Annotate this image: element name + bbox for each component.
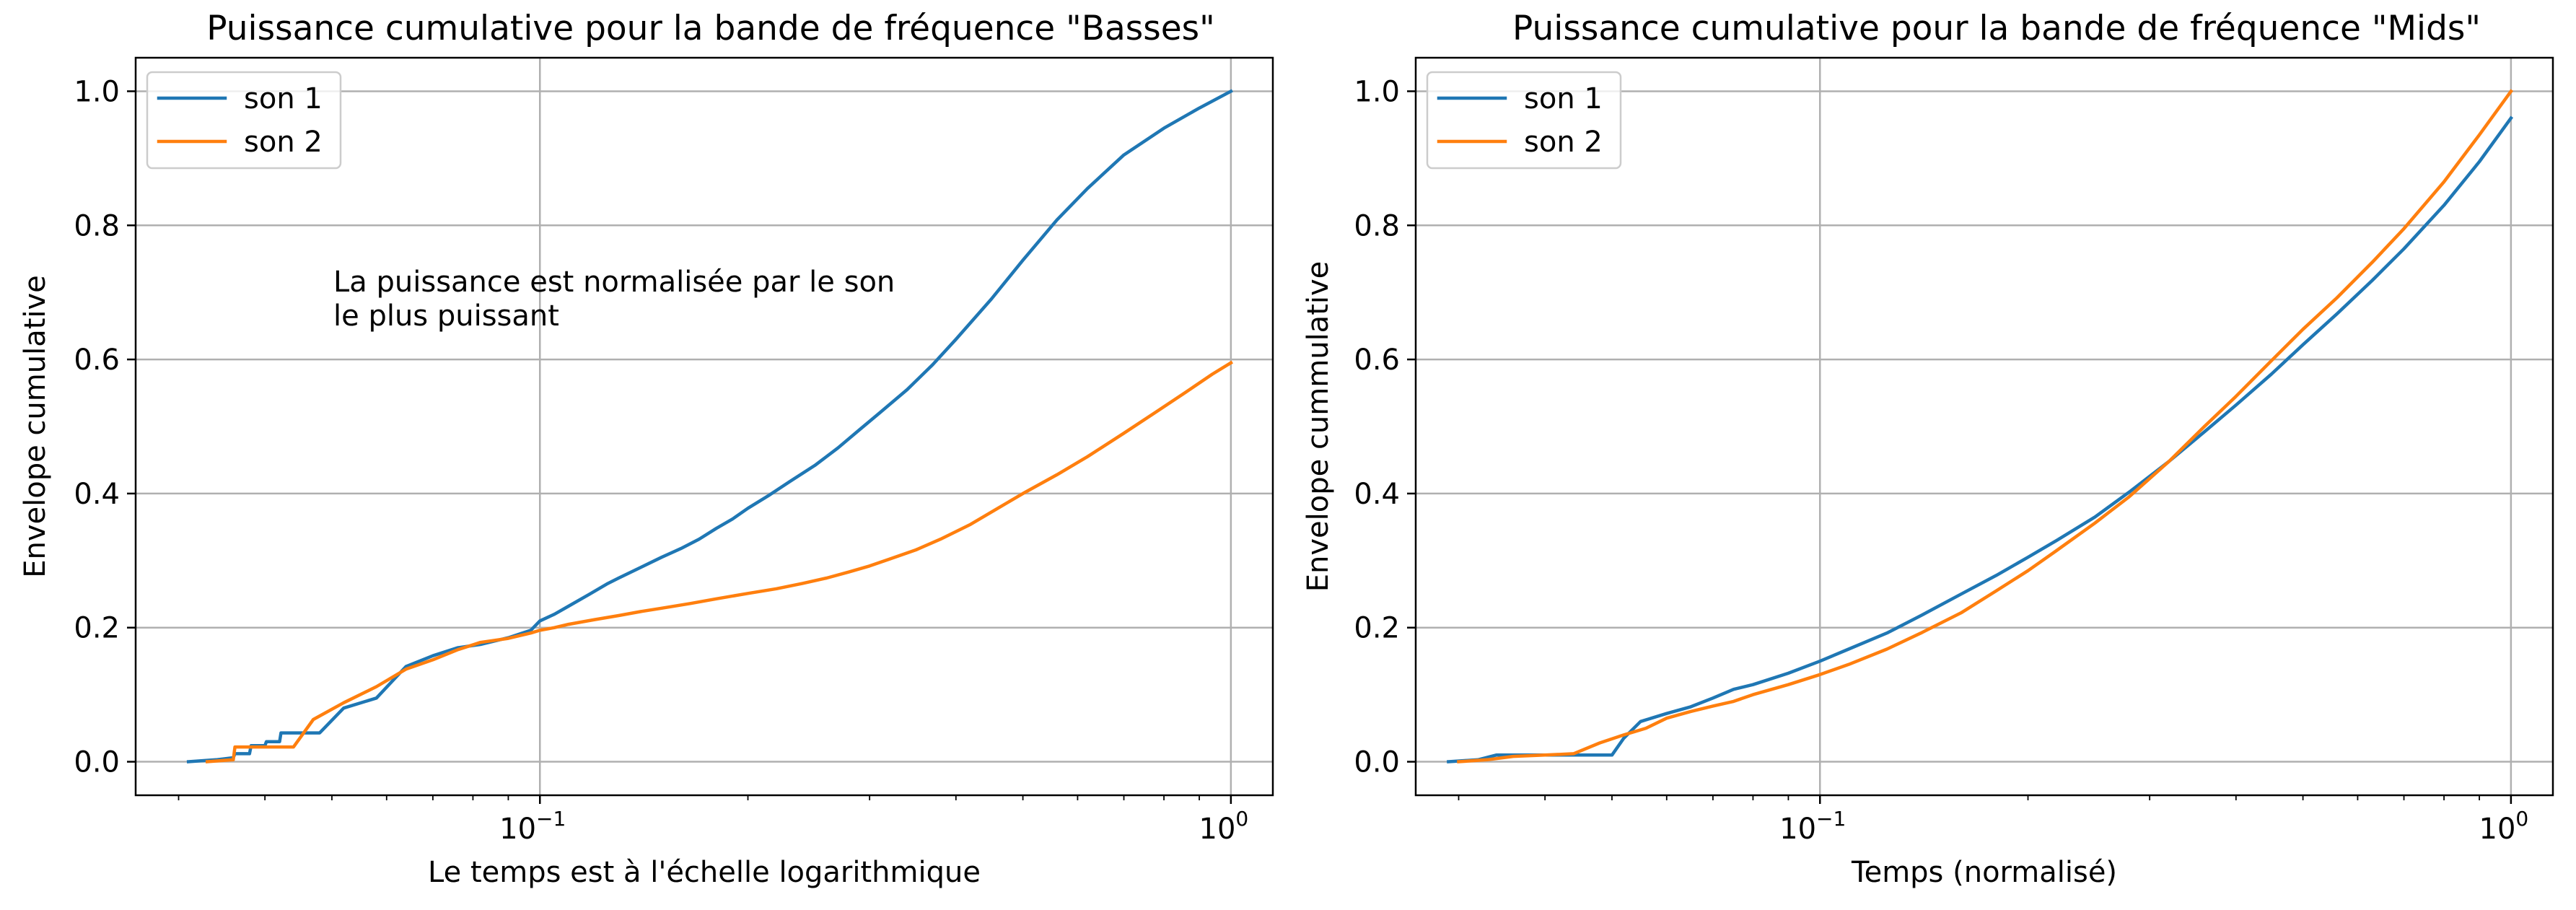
legend-label-son-1: son 1 [244,82,323,115]
y-tick-label: 0.4 [1354,478,1400,511]
y-tick-label: 0.8 [1354,209,1400,242]
annotation-line-2: le plus puissant [333,299,559,333]
x-tick-base: 10 [499,813,536,846]
y-tick-label: 0.6 [74,344,120,377]
chart-title: Puissance cumulative pour la bande de fr… [206,9,1215,48]
series-line-son-2 [1457,89,2514,764]
x-tick-label: 10−1 [1779,807,1846,846]
legend-label-son-1: son 1 [1524,82,1603,115]
y-tick-label: 0.0 [74,746,120,779]
legend-frame [146,71,342,170]
y-tick-label: 0.2 [1354,612,1400,645]
x-tick-exponent: 0 [2515,807,2528,831]
legend-label-son-2: son 2 [244,126,323,159]
y-tick-label: 0.8 [74,209,120,242]
legend-label-son-2: son 2 [1524,126,1603,159]
series-layer [1447,89,2514,764]
y-tick-label: 1.0 [1354,75,1400,108]
x-tick-label: 10−1 [499,807,566,846]
series-layer [186,89,1233,764]
y-tick-label: 0.4 [74,478,120,511]
x-axis-label: Le temps est à l'échelle logarithmique [428,856,981,889]
series-line-son-2 [205,360,1233,764]
x-axis-label: Temps (normalisé) [1851,856,2117,889]
annotation: La puissance est normalisée par le son l… [333,266,895,333]
x-tick-exponent: 0 [1235,807,1248,831]
y-axis-label: Envelope cummulative [1302,261,1335,592]
x-tick-base: 10 [1779,813,1816,846]
chart-mids: Puissance cumulative pour la bande de fr… [1302,9,2554,889]
legend: son 1 son 2 [146,71,342,170]
y-tick-label: 0.6 [1354,344,1400,377]
y-tick-label: 0.2 [74,612,120,645]
x-tick-label: 100 [2479,807,2529,846]
chart-title: Puissance cumulative pour la bande de fr… [1512,9,2481,48]
x-tick-base: 10 [2479,813,2516,846]
chart-basses: Puissance cumulative pour la bande de fr… [19,9,1274,889]
series-line-son-1 [186,89,1233,764]
x-tick-base: 10 [1199,813,1236,846]
axes-frame [1414,56,2554,797]
x-tick-exponent: −1 [1816,807,1846,831]
annotation-line-1: La puissance est normalisée par le son [333,266,895,299]
axes-frame [134,56,1274,797]
legend: son 1 son 2 [1426,71,1622,170]
y-tick-label: 0.0 [1354,746,1400,779]
legend-frame [1426,71,1622,170]
y-axis-label: Envelope cumulative [19,275,52,578]
grid [1416,58,2553,795]
x-tick-label: 100 [1199,807,1249,846]
tick-layer: 0.00.20.40.60.81.010−1 100 [1354,75,2528,846]
x-tick-exponent: −1 [536,807,566,831]
tick-layer: 0.00.20.40.60.81.010−1 100 [74,75,1248,846]
y-tick-label: 1.0 [74,75,120,108]
series-line-son-1 [1447,115,2514,764]
